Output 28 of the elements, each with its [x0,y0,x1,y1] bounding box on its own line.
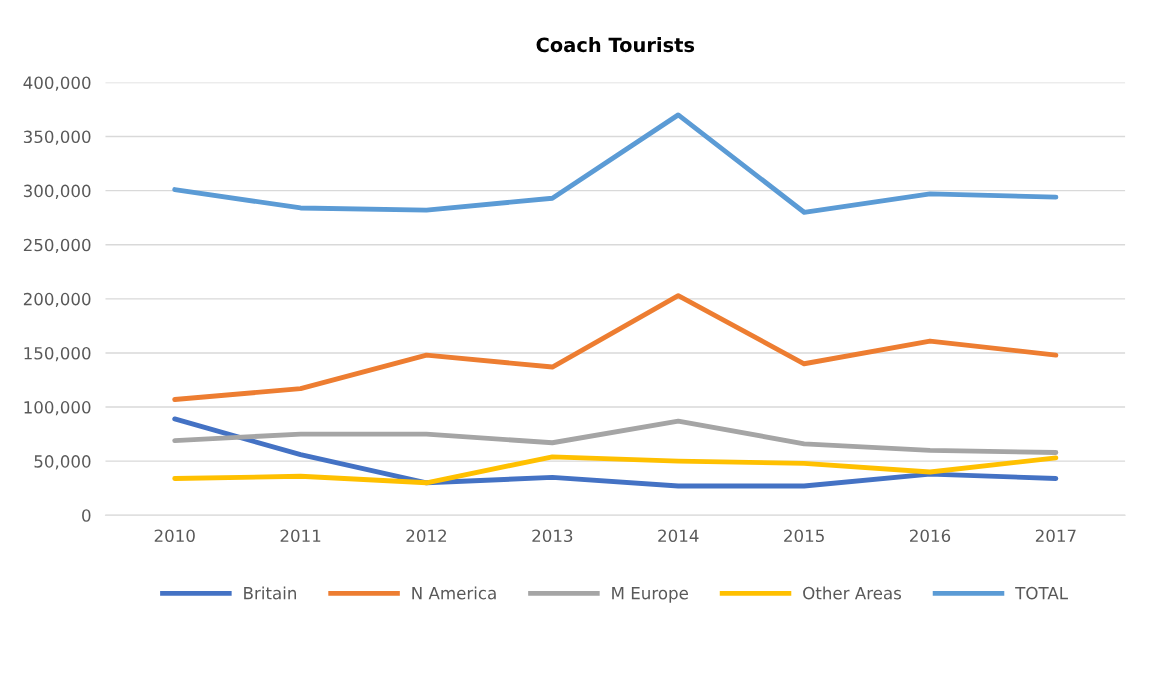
line-series [172,416,1059,489]
y-tick-label: 250,000 [23,238,91,254]
y-tick-label: 150,000 [24,346,91,362]
x-tick-label: 2016 [910,529,951,543]
legend-label: M Europe [612,587,688,603]
x-tick-label: 2011 [280,529,321,543]
x-tick-label: 2013 [532,529,573,543]
y-tick-label: 300,000 [23,184,91,199]
y-tick-label: 400,000 [23,76,91,91]
line-series [172,454,1059,486]
x-tick-label: 2017 [1035,529,1076,543]
x-tick-label: 2010 [154,529,195,543]
y-tick-label: 350,000 [23,130,91,145]
legend-label: N America [412,586,496,600]
x-tick-label: 2012 [406,529,447,543]
y-tick-label: 100,000 [24,401,91,416]
x-tick-label: 2014 [658,529,699,543]
x-tick-label: 2015 [784,529,824,543]
legend-label: Britain [244,586,296,600]
y-tick-label: 0 [82,509,91,522]
legend-label: Other Areas [803,586,902,600]
chart-title: Coach Tourists [536,37,695,53]
line-series [172,112,1059,215]
y-tick-label: 50,000 [34,455,91,470]
y-tick-label: 200,000 [23,292,91,308]
legend-label: TOTAL [1015,586,1068,600]
line-series [172,293,1059,402]
line-series [172,418,1059,455]
